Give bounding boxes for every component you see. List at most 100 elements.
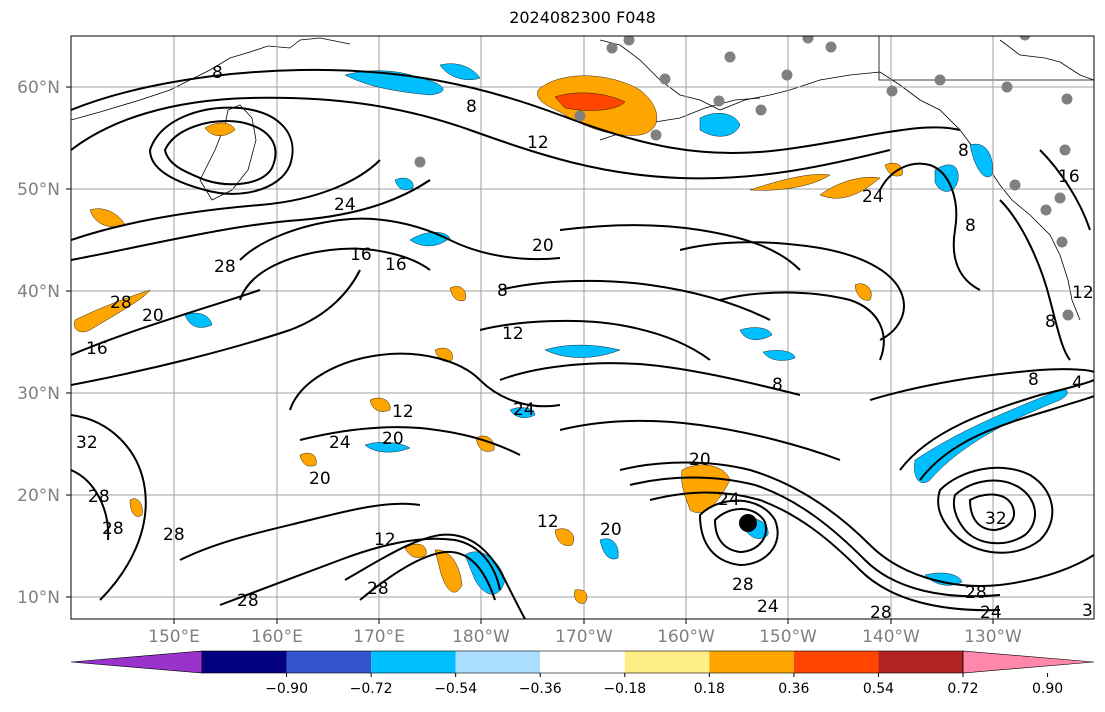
colorbar-bin	[709, 651, 794, 673]
axis-ticks	[66, 86, 994, 624]
contour-label: 28	[732, 575, 754, 595]
lon-tick-label: 160°W	[657, 627, 715, 647]
lat-tick-label: 60°N	[17, 78, 60, 98]
contour-label: 8	[212, 63, 223, 83]
contour-label: 12	[392, 402, 414, 422]
station-marker	[1009, 179, 1021, 191]
contour-lines	[71, 68, 1094, 619]
station-marker	[1040, 204, 1052, 216]
colorbar-tick-label: 0.54	[863, 681, 894, 697]
colorbar-bin	[878, 651, 963, 673]
contour-label: 16	[1058, 167, 1080, 187]
contour-label: 20	[532, 236, 554, 256]
contour-label: 12	[537, 512, 559, 532]
station-marker	[1062, 309, 1074, 321]
contour-label: 28	[367, 579, 389, 599]
contour-label: 12	[502, 324, 524, 344]
station-marker	[755, 104, 767, 116]
contour-label: 8	[965, 216, 976, 236]
colorbar-bin	[793, 651, 879, 673]
shading-negative	[184, 63, 1068, 595]
contour-label-group: 8 12 24 28 16 20 8 12 8 16 20 28 20 16 8…	[76, 63, 1094, 623]
lon-tick-label: 150°W	[759, 627, 817, 647]
contour-label: 24	[329, 433, 351, 453]
station-marker	[724, 51, 736, 63]
colorbar-extend-min	[70, 650, 203, 674]
station-marker	[414, 156, 426, 168]
colorbar-bin	[202, 651, 287, 673]
contour-label: 8	[1028, 370, 1039, 390]
contour-label: 28	[237, 591, 259, 611]
contour-label: 24	[757, 597, 779, 617]
station-marker	[1019, 36, 1031, 41]
station-marker	[886, 85, 898, 97]
colorbar-bin	[540, 651, 625, 673]
map-title: 2024082300 F048	[509, 8, 656, 27]
contour-label: 12	[374, 530, 396, 550]
contour-label: 28	[110, 293, 132, 313]
colorbar-bin	[624, 651, 710, 673]
lon-tick-label: 170°E	[353, 627, 405, 647]
contour-label: 32	[985, 509, 1007, 529]
colorbar-tick-label: −0.72	[350, 681, 393, 697]
map-border	[70, 35, 1095, 620]
contour-label: 28	[214, 257, 236, 277]
contour-label: 16	[385, 255, 407, 275]
station-marker	[1054, 192, 1066, 204]
station-marker	[650, 129, 662, 141]
contour-label: 28	[870, 603, 892, 623]
station-marker	[1001, 81, 1013, 93]
contour-label: 28	[88, 487, 110, 507]
station-marker	[781, 69, 793, 81]
lon-tick-label: 180°W	[452, 627, 510, 647]
colorbar-tick-label: −0.36	[519, 681, 562, 697]
station-marker	[1059, 144, 1071, 156]
lat-tick-label: 30°N	[17, 384, 60, 404]
contour-label: 20	[309, 469, 331, 489]
contour-label: 20	[600, 520, 622, 540]
lat-tick-label: 10°N	[17, 588, 60, 608]
contour-label: 8	[772, 375, 783, 395]
map-area	[71, 36, 1094, 619]
lon-tick-labels: 150°E 160°E 170°E 180°W 170°W 160°W 150°…	[148, 627, 1022, 647]
station-marker	[713, 95, 725, 107]
colorbar-tick-label: 0.18	[694, 681, 725, 697]
contour-label: 24	[980, 603, 1002, 623]
station-marker	[825, 41, 837, 53]
contour-label: 8	[466, 97, 477, 117]
contour-label: 8	[497, 281, 508, 301]
colorbar-bin	[455, 651, 541, 673]
contour-label: 12	[527, 133, 549, 153]
contour-label: 8	[958, 141, 969, 161]
contour-label: 3	[1082, 601, 1093, 621]
contour-label: 8	[1045, 312, 1056, 332]
colorbar-tick-label: −0.90	[265, 681, 308, 697]
contour-label: 28	[965, 583, 987, 603]
lon-tick-label: 140°W	[862, 627, 920, 647]
colorbar-tick-label: −0.18	[603, 681, 646, 697]
contour-label: 24	[862, 187, 884, 207]
lon-tick-label: 130°W	[964, 627, 1022, 647]
contour-label: 20	[689, 450, 711, 470]
station-marker	[934, 74, 946, 86]
station-marker	[623, 36, 635, 46]
contour-label: 28	[163, 525, 185, 545]
contour-label: 4	[1072, 373, 1083, 393]
colorbar-outline	[201, 650, 964, 674]
lat-tick-label: 40°N	[17, 282, 60, 302]
contour-label: 12	[1072, 283, 1094, 303]
station-markers	[414, 36, 1074, 321]
lat-tick-label: 20°N	[17, 486, 60, 506]
colorbar-tick-label: −0.54	[434, 681, 477, 697]
colorbar-tick-label: 0.90	[1032, 681, 1063, 697]
colorbar-bin	[286, 651, 372, 673]
lon-tick-label: 150°E	[148, 627, 200, 647]
contour-label: 24	[718, 490, 740, 510]
lat-tick-labels: 60°N 50°N 40°N 30°N 20°N 10°N	[17, 78, 60, 608]
coastlines	[71, 36, 1094, 321]
colorbar-extend-max	[962, 650, 1095, 674]
station-marker	[802, 36, 814, 44]
lon-tick-label: 170°W	[555, 627, 613, 647]
station-marker	[1061, 93, 1073, 105]
